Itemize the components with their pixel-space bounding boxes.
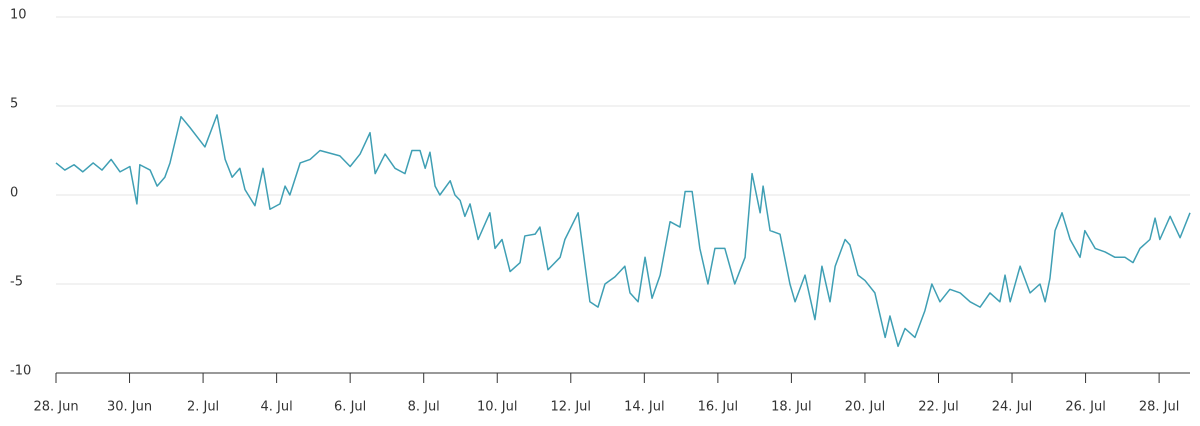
y-tick-label: -5: [10, 275, 23, 290]
x-tick-label: 24. Jul: [992, 400, 1033, 415]
x-tick-label: 16. Jul: [698, 400, 739, 415]
x-tick-label: 12. Jul: [551, 400, 592, 415]
x-tick-label: 22. Jul: [918, 400, 959, 415]
x-tick-label: 20. Jul: [845, 400, 886, 415]
y-tick-label: 0: [10, 186, 18, 201]
line: [55, 114, 1191, 348]
y-tick-label: 10: [10, 8, 27, 23]
x-tick-label: 8. Jul: [408, 400, 440, 415]
x-tick-label: 10. Jul: [477, 400, 518, 415]
x-tick-label: 6. Jul: [334, 400, 366, 415]
x-tick-label: 28. Jul: [1139, 400, 1180, 415]
x-tick-label: 14. Jul: [624, 400, 665, 415]
x-tick-label: 30. Jun: [107, 400, 152, 415]
x-tick-label: 4. Jul: [261, 400, 293, 415]
x-tick-label: 26. Jul: [1065, 400, 1106, 415]
x-tick-label: 28. Jun: [33, 400, 78, 415]
y-tick-label: -10: [10, 364, 31, 379]
y-tick-label: 5: [10, 97, 18, 112]
x-tick-label: 2. Jul: [187, 400, 219, 415]
x-tick-label: 18. Jul: [771, 400, 812, 415]
